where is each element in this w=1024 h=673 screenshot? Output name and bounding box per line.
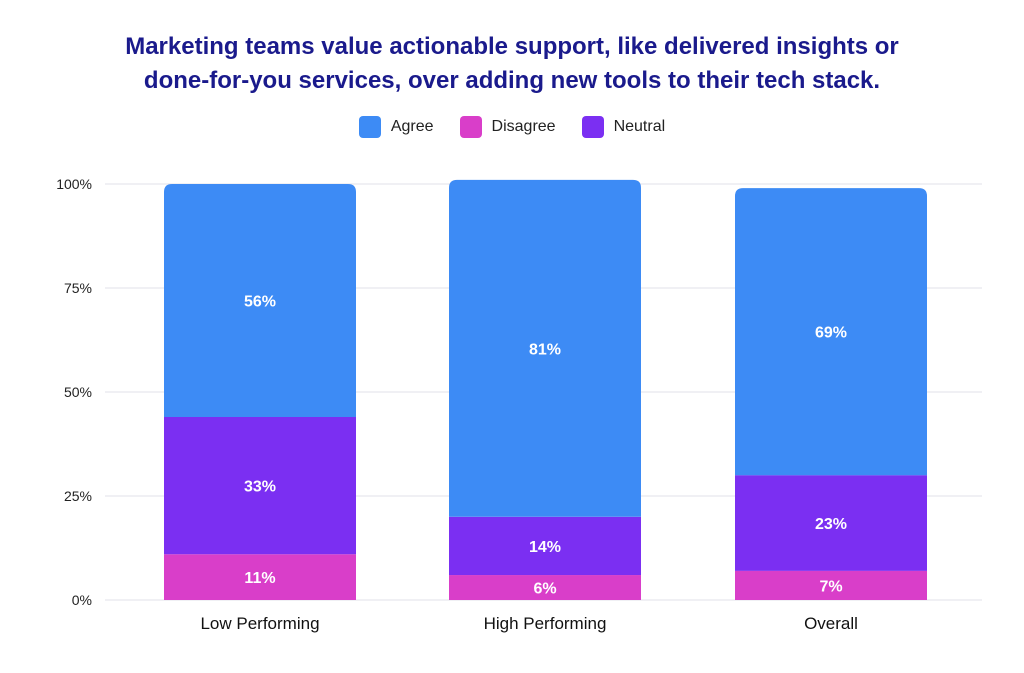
legend-label-agree: Agree [390, 118, 434, 135]
bar-segment-agree [735, 188, 927, 476]
y-tick-label: 25% [64, 488, 92, 504]
legend-item-neutral: Neutral [581, 116, 666, 138]
x-category-label: Overall [804, 614, 858, 633]
x-category-label: High Performing [484, 614, 607, 633]
data-label: 14% [529, 539, 561, 556]
bar-segment-neutral [449, 516, 641, 576]
legend-swatch-disagree [459, 116, 482, 138]
legend-swatch-neutral [581, 116, 604, 138]
x-category-label: Low Performing [200, 614, 319, 633]
data-label: 23% [815, 516, 847, 533]
chart-legend: Agree Disagree Neutral [0, 116, 1024, 138]
data-label: 81% [529, 341, 561, 358]
data-label: 56% [244, 293, 276, 310]
bar-segment-disagree [735, 570, 927, 600]
data-label: 11% [244, 570, 275, 587]
chart-title: Marketing teams value actionable support… [0, 30, 1024, 98]
data-label: 6% [533, 581, 556, 598]
legend-label-disagree: Disagree [491, 118, 556, 135]
data-label: 33% [244, 479, 276, 496]
y-tick-label: 50% [64, 384, 92, 400]
bar-segment-neutral [735, 475, 927, 571]
bar-segment-disagree [164, 554, 356, 600]
bar-segment-agree [449, 179, 641, 517]
legend-label-neutral: Neutral [613, 118, 666, 135]
y-tick-label: 100% [56, 176, 92, 192]
data-label: 69% [815, 325, 847, 342]
chart-title-line-1: Marketing teams value actionable support… [125, 33, 899, 60]
bar-segment-agree [164, 184, 356, 417]
data-label: 7% [819, 578, 842, 595]
legend-swatch-agree [358, 116, 381, 138]
legend-item-agree: Agree [358, 116, 434, 138]
y-tick-label: 75% [64, 280, 92, 296]
bar-segment-disagree [449, 575, 641, 600]
y-tick-label: 0% [72, 592, 92, 608]
legend-item-disagree: Disagree [459, 116, 556, 138]
bar-segment-neutral [164, 416, 356, 555]
chart-title-line-2: done-for-you services, over adding new t… [143, 67, 881, 94]
